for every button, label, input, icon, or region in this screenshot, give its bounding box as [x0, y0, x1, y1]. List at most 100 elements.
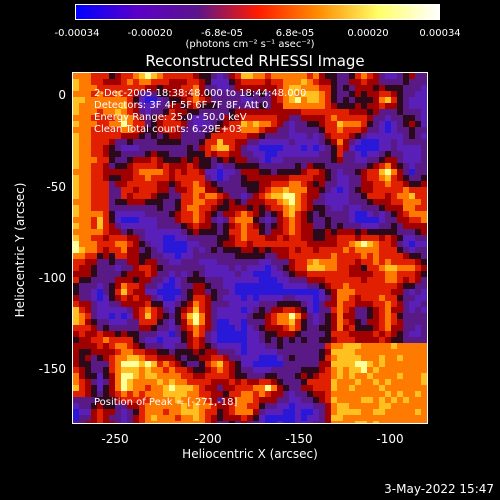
- heatmap-cell: [277, 121, 283, 127]
- heatmap-cell: [121, 277, 127, 283]
- heatmap-cell: [253, 133, 259, 139]
- heatmap-cell: [73, 145, 79, 151]
- heatmap-cell: [313, 325, 319, 331]
- heatmap-cell: [397, 313, 403, 319]
- heatmap-cell: [421, 103, 427, 109]
- heatmap-cell: [277, 259, 283, 265]
- heatmap-cell: [307, 199, 313, 205]
- heatmap-cell: [241, 295, 247, 301]
- heatmap-cell: [85, 199, 91, 205]
- heatmap-cell: [355, 283, 361, 289]
- heatmap-cell: [409, 289, 415, 295]
- heatmap-cell: [349, 241, 355, 247]
- heatmap-cell: [427, 217, 428, 223]
- heatmap-cell: [361, 193, 367, 199]
- heatmap-cell: [415, 367, 421, 373]
- heatmap-cell: [427, 355, 428, 361]
- heatmap-cell: [409, 253, 415, 259]
- heatmap-cell: [157, 319, 163, 325]
- heatmap-cell: [115, 283, 121, 289]
- heatmap-cell: [211, 367, 217, 373]
- heatmap-cell: [427, 307, 428, 313]
- heatmap-cell: [421, 229, 427, 235]
- heatmap-cell: [415, 103, 421, 109]
- heatmap-cell: [385, 181, 391, 187]
- heatmap-cell: [343, 421, 349, 423]
- heatmap-cell: [241, 367, 247, 373]
- heatmap-cell: [211, 313, 217, 319]
- heatmap-cell: [277, 361, 283, 367]
- heatmap-cell: [223, 409, 229, 415]
- heatmap-cell: [295, 385, 301, 391]
- heatmap-cell: [85, 229, 91, 235]
- heatmap-cell: [283, 289, 289, 295]
- heatmap-cell: [223, 259, 229, 265]
- heatmap-cell: [325, 127, 331, 133]
- heatmap-cell: [241, 337, 247, 343]
- heatmap-cell: [259, 337, 265, 343]
- heatmap-cell: [259, 295, 265, 301]
- heatmap-cell: [97, 313, 103, 319]
- heatmap-cell: [355, 217, 361, 223]
- heatmap-cell: [409, 247, 415, 253]
- heatmap-cell: [319, 379, 325, 385]
- heatmap-cell: [301, 361, 307, 367]
- heatmap-cell: [73, 103, 79, 109]
- heatmap-cell: [301, 127, 307, 133]
- heatmap-cell: [103, 241, 109, 247]
- heatmap-cell: [331, 265, 337, 271]
- heatmap-cell: [313, 205, 319, 211]
- heatmap-cell: [229, 343, 235, 349]
- heatmap-cell: [361, 103, 367, 109]
- heatmap-cell: [355, 313, 361, 319]
- heatmap-cell: [397, 103, 403, 109]
- heatmap-cell: [415, 181, 421, 187]
- heatmap-cell: [421, 187, 427, 193]
- heatmap-cell: [91, 109, 97, 115]
- heatmap-cell: [85, 241, 91, 247]
- heatmap-cell: [163, 235, 169, 241]
- heatmap-cell: [307, 91, 313, 97]
- heatmap-cell: [79, 415, 85, 421]
- heatmap-cell: [283, 187, 289, 193]
- heatmap-cell: [121, 307, 127, 313]
- heatmap-cell: [157, 247, 163, 253]
- heatmap-cell: [235, 151, 241, 157]
- heatmap-cell: [319, 253, 325, 259]
- heatmap-cell: [427, 175, 428, 181]
- heatmap-cell: [403, 319, 409, 325]
- heatmap-cell: [367, 133, 373, 139]
- heatmap-cell: [73, 187, 79, 193]
- heatmap-cell: [427, 265, 428, 271]
- heatmap-cell: [199, 367, 205, 373]
- heatmap-cell: [283, 307, 289, 313]
- heatmap-cell: [397, 295, 403, 301]
- heatmap-cell: [235, 211, 241, 217]
- heatmap-cell: [139, 235, 145, 241]
- heatmap-cell: [301, 157, 307, 163]
- heatmap-cell: [349, 355, 355, 361]
- heatmap-cell: [325, 169, 331, 175]
- heatmap-cell: [277, 211, 283, 217]
- heatmap-cell: [331, 373, 337, 379]
- heatmap-cell: [313, 145, 319, 151]
- heatmap-cell: [145, 103, 151, 109]
- heatmap-cell: [127, 259, 133, 265]
- heatmap-cell: [193, 145, 199, 151]
- heatmap-cell: [241, 199, 247, 205]
- heatmap-cell: [283, 103, 289, 109]
- heatmap-cell: [265, 337, 271, 343]
- heatmap-cell: [337, 283, 343, 289]
- heatmap-cell: [91, 385, 97, 391]
- heatmap-cell: [427, 73, 428, 79]
- heatmap-cell: [277, 349, 283, 355]
- heatmap-cell: [421, 145, 427, 151]
- heatmap-cell: [223, 289, 229, 295]
- heatmap-cell: [127, 307, 133, 313]
- heatmap-cell: [427, 187, 428, 193]
- heatmap-cell: [79, 115, 85, 121]
- heatmap-cell: [157, 97, 163, 103]
- heatmap-cell: [301, 241, 307, 247]
- heatmap-cell: [235, 193, 241, 199]
- heatmap-cell: [157, 295, 163, 301]
